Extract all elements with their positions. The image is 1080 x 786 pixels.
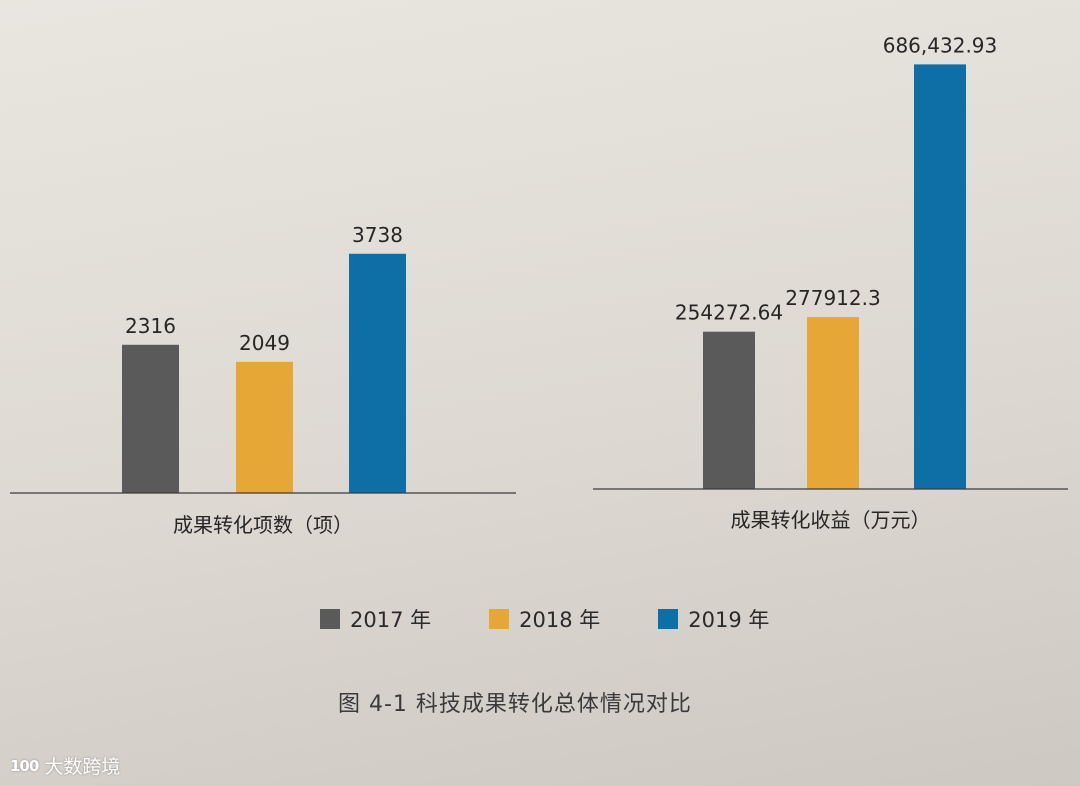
bar-chart1-2 xyxy=(236,361,293,493)
legend-label-2017: 2017 年 xyxy=(350,608,432,632)
x-axis-label-chart2: 成果转化收益（万元） xyxy=(731,508,931,532)
data-label-chart1-2: 2049 xyxy=(239,331,290,355)
chart-1: 2316 2049 3738 成果转化项数（项） xyxy=(10,223,516,537)
legend-swatch-2019 xyxy=(658,609,679,629)
bar-chart2-1 xyxy=(703,331,755,489)
bar-chart1-1 xyxy=(122,344,179,493)
bar-chart2-3 xyxy=(914,64,966,489)
legend-item-2017: 2017 年 xyxy=(320,604,431,634)
x-axis-label-chart1: 成果转化项数（项） xyxy=(173,513,353,537)
legend-swatch-2018 xyxy=(489,609,510,629)
data-label-chart1-1: 2316 xyxy=(125,314,176,338)
data-label-chart1-3: 3738 xyxy=(352,223,403,247)
data-label-chart2-3: 686,432.93 xyxy=(883,33,998,57)
legend-label-2018: 2018 年 xyxy=(519,608,601,632)
watermark: 100 大数跨境 xyxy=(10,752,120,779)
watermark-logo: 100 xyxy=(10,756,39,775)
watermark-text: 大数跨境 xyxy=(44,756,121,778)
data-label-chart2-2: 277912.3 xyxy=(785,286,880,310)
bar-chart2-2 xyxy=(807,317,859,489)
bar-chart1-3 xyxy=(349,253,406,493)
legend-item-2019: 2019 年 xyxy=(658,604,769,634)
legend-item-2018: 2018 年 xyxy=(489,604,600,634)
data-label-chart2-1: 254272.64 xyxy=(675,301,783,325)
legend-label-2019: 2019 年 xyxy=(688,608,770,632)
legend: 2017 年 2018 年 2019 年 xyxy=(320,604,827,634)
figure-caption: 图 4-1 科技成果转化总体情况对比 xyxy=(338,692,692,717)
legend-swatch-2017 xyxy=(320,609,340,629)
